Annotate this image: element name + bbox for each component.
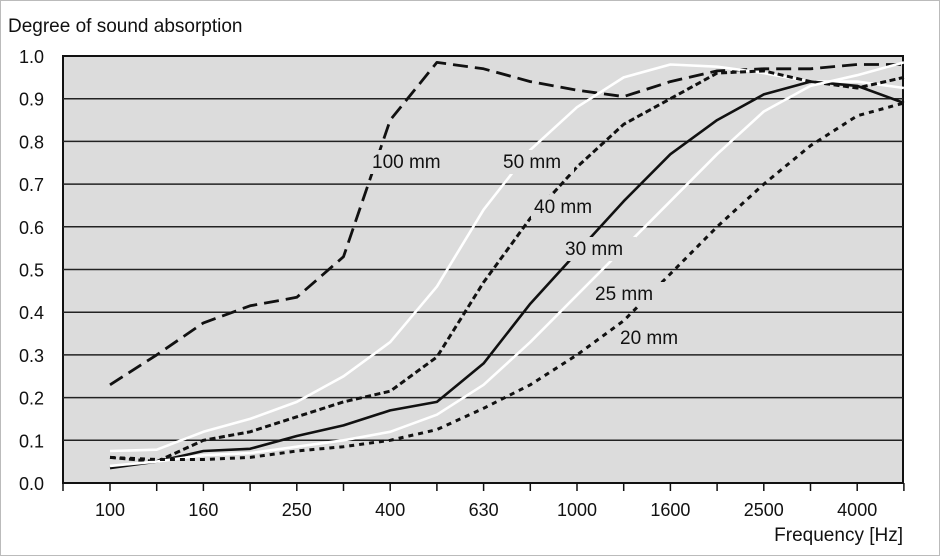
y-tick-label: 0.2	[19, 389, 44, 409]
series-label: 50 mm	[503, 152, 561, 173]
chart-title: Degree of sound absorption	[8, 16, 243, 37]
x-tick-label: 1600	[650, 500, 690, 520]
y-tick-label: 0.8	[19, 132, 44, 152]
series-label-bg	[369, 150, 443, 174]
x-axis-label: Frequency [Hz]	[774, 525, 903, 546]
series-line-100mm	[109, 61, 904, 386]
y-tick-label: 0.9	[19, 90, 44, 110]
x-tick-label: 1000	[557, 500, 597, 520]
y-tick-label: 1.0	[19, 47, 44, 67]
series-label: 20 mm	[620, 328, 678, 349]
y-tick-label: 0.5	[19, 261, 44, 281]
x-tick-label: 100	[95, 500, 125, 520]
series-label-bg	[617, 326, 691, 350]
y-tick-label: 0.1	[19, 431, 44, 451]
series-label-bg	[500, 150, 574, 174]
series-label: 25 mm	[595, 284, 653, 305]
y-tick-label: 0.4	[19, 303, 44, 323]
series-label: 30 mm	[565, 239, 623, 260]
series-line-40mm	[109, 69, 905, 464]
series-label: 100 mm	[372, 152, 441, 173]
y-tick-label: 0.3	[19, 346, 44, 366]
y-tick-label: 0.6	[19, 218, 44, 238]
series-line-20mm	[109, 101, 905, 461]
x-tick-label: 160	[188, 500, 218, 520]
series-label: 40 mm	[534, 197, 592, 218]
series-line-30mm	[109, 80, 905, 470]
x-tick-label: 400	[375, 500, 405, 520]
x-tick-label: 250	[282, 500, 312, 520]
series-label-bg	[562, 237, 636, 261]
series-line-25mm	[109, 61, 905, 468]
x-tick-label: 4000	[837, 500, 877, 520]
y-tick-label: 0.0	[19, 474, 44, 494]
series-label-bg	[592, 282, 666, 306]
y-tick-label: 0.7	[19, 175, 44, 195]
x-tick-label: 2500	[744, 500, 784, 520]
series-label-bg	[531, 195, 605, 219]
x-tick-label: 630	[469, 500, 499, 520]
series-line-50mm	[109, 63, 905, 453]
